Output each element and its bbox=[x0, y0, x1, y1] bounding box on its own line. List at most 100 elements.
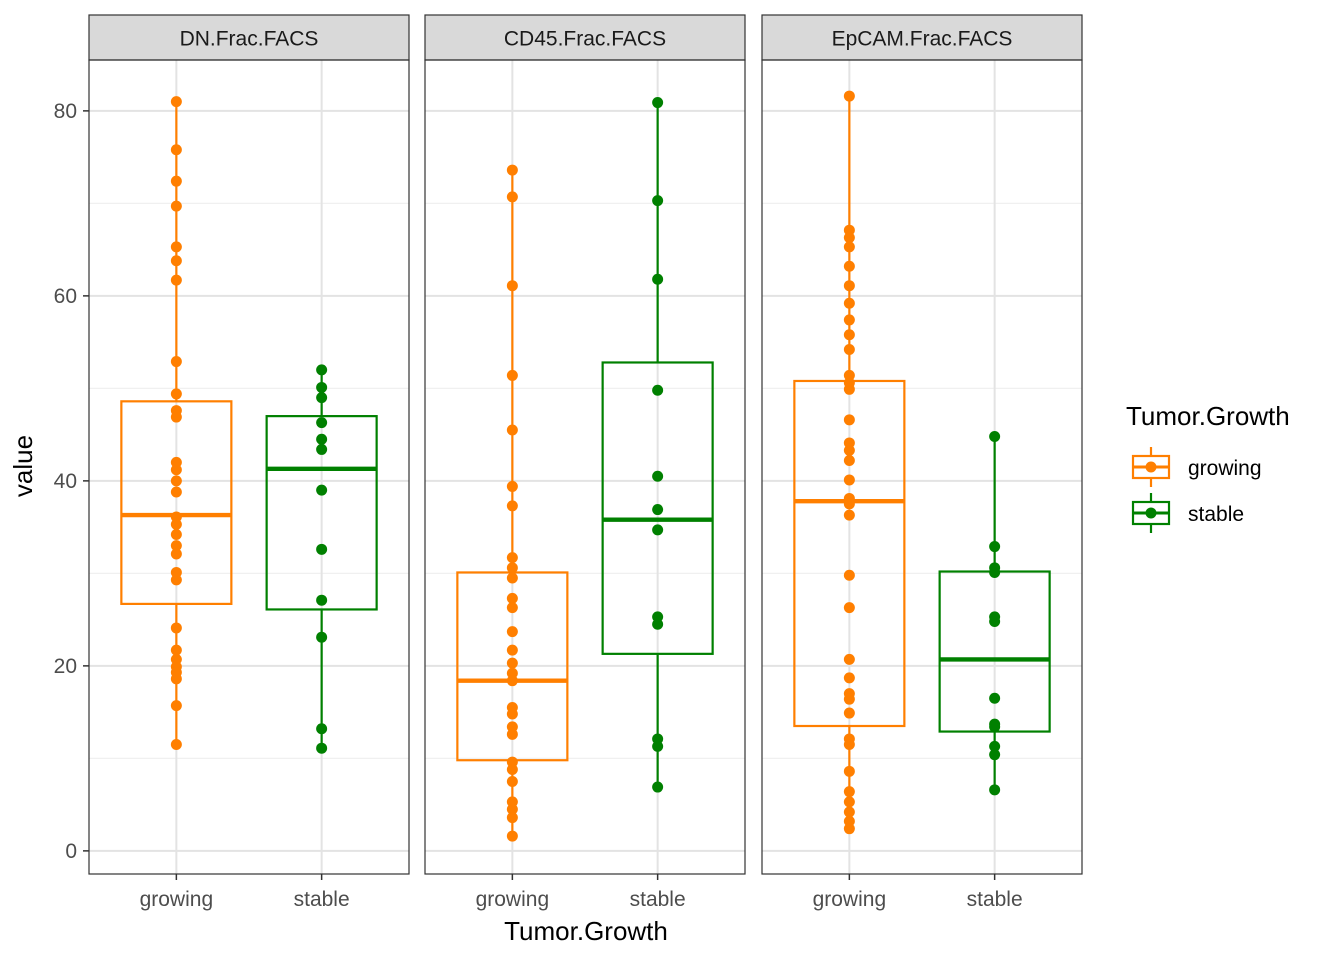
data-point bbox=[989, 784, 1001, 796]
y-axis: 0 20 40 60 80 bbox=[54, 100, 89, 863]
data-point bbox=[506, 763, 518, 775]
data-point bbox=[506, 369, 518, 381]
data-point bbox=[506, 803, 518, 815]
data-point bbox=[989, 749, 1001, 761]
data-point bbox=[652, 470, 664, 482]
data-point bbox=[843, 602, 855, 614]
data-point bbox=[170, 518, 182, 530]
data-point bbox=[170, 739, 182, 750]
data-point bbox=[843, 765, 855, 777]
panel-border bbox=[761, 59, 1083, 875]
data-point bbox=[506, 424, 518, 436]
facet-panel: DN.Frac.FACS growing stable bbox=[88, 14, 410, 911]
data-point bbox=[652, 195, 664, 207]
data-point bbox=[843, 232, 855, 244]
data-point bbox=[170, 388, 182, 400]
facet-panel: EpCAM.Frac.FACS growing stable bbox=[761, 14, 1083, 911]
data-point bbox=[843, 707, 855, 719]
data-point bbox=[506, 675, 518, 687]
data-point bbox=[989, 721, 1001, 733]
data-point bbox=[843, 260, 855, 272]
data-point bbox=[843, 314, 855, 326]
data-point bbox=[843, 693, 855, 705]
data-point bbox=[506, 626, 518, 638]
legend-point bbox=[1145, 461, 1157, 473]
data-point bbox=[170, 96, 182, 108]
data-point bbox=[316, 443, 328, 455]
data-point bbox=[843, 329, 855, 341]
data-point bbox=[506, 728, 518, 740]
facet-strip bbox=[88, 14, 410, 61]
data-point bbox=[506, 830, 518, 842]
box bbox=[120, 400, 233, 606]
data-point bbox=[989, 615, 1001, 627]
data-point bbox=[843, 444, 855, 456]
data-point bbox=[316, 543, 328, 555]
data-point bbox=[843, 653, 855, 665]
facet-panels: DN.Frac.FACS growing stable CD45.Frac.FACS g… bbox=[88, 14, 1083, 911]
data-point bbox=[170, 241, 182, 253]
data-point bbox=[989, 692, 1001, 704]
facet-panel: CD45.Frac.FACS growing stable bbox=[424, 14, 746, 911]
data-point bbox=[506, 164, 518, 176]
legend-label: growing bbox=[1188, 457, 1262, 480]
data-point bbox=[843, 823, 855, 835]
x-tick-label: growing bbox=[813, 888, 887, 911]
data-point bbox=[843, 569, 855, 581]
data-point bbox=[170, 700, 182, 712]
legend-key-growing: growing bbox=[1131, 447, 1262, 487]
data-point bbox=[170, 356, 182, 368]
panel-background bbox=[425, 60, 745, 874]
panel-border bbox=[88, 59, 410, 875]
data-point bbox=[316, 594, 328, 606]
data-point bbox=[652, 273, 664, 285]
y-tick-label: 0 bbox=[65, 840, 77, 863]
y-axis-title: value bbox=[8, 435, 38, 497]
data-point bbox=[989, 430, 1001, 442]
facet-strip bbox=[761, 14, 1083, 61]
boxplot-stable bbox=[265, 364, 378, 754]
data-point bbox=[506, 708, 518, 720]
legend-point bbox=[1145, 507, 1157, 519]
data-point bbox=[170, 486, 182, 498]
facet-strip-label: CD45.Frac.FACS bbox=[504, 28, 666, 51]
y-tick-label: 40 bbox=[54, 470, 77, 493]
facet-strip-label: DN.Frac.FACS bbox=[180, 28, 319, 51]
data-point bbox=[989, 566, 1001, 578]
legend-key-stable: stable bbox=[1131, 493, 1244, 533]
data-point bbox=[506, 191, 518, 203]
legend-label: stable bbox=[1188, 503, 1244, 526]
data-point bbox=[843, 455, 855, 467]
data-point bbox=[843, 786, 855, 798]
data-point bbox=[506, 562, 518, 574]
data-point bbox=[170, 540, 182, 552]
data-point bbox=[170, 274, 182, 286]
facet-strip bbox=[424, 14, 746, 61]
data-point bbox=[316, 742, 328, 754]
panel-border bbox=[424, 59, 746, 875]
data-point bbox=[316, 381, 328, 393]
data-point bbox=[506, 602, 518, 614]
data-point bbox=[843, 383, 855, 395]
panel-background bbox=[762, 60, 1082, 874]
x-tick-label: stable bbox=[294, 888, 350, 911]
facet-strip-label: EpCAM.Frac.FACS bbox=[832, 28, 1013, 51]
data-point bbox=[843, 414, 855, 426]
data-point bbox=[506, 552, 518, 564]
data-point bbox=[316, 364, 328, 376]
data-point bbox=[170, 411, 182, 423]
data-point bbox=[316, 392, 328, 404]
data-point bbox=[652, 781, 664, 793]
legend-title: Tumor.Growth bbox=[1126, 401, 1290, 431]
box bbox=[265, 415, 378, 611]
data-point bbox=[170, 255, 182, 267]
data-point bbox=[843, 280, 855, 292]
data-point bbox=[316, 631, 328, 643]
data-point bbox=[843, 241, 855, 253]
data-point bbox=[843, 498, 855, 510]
data-point bbox=[506, 776, 518, 787]
data-point bbox=[843, 796, 855, 808]
y-tick-label: 60 bbox=[54, 285, 77, 308]
data-point bbox=[652, 384, 664, 396]
